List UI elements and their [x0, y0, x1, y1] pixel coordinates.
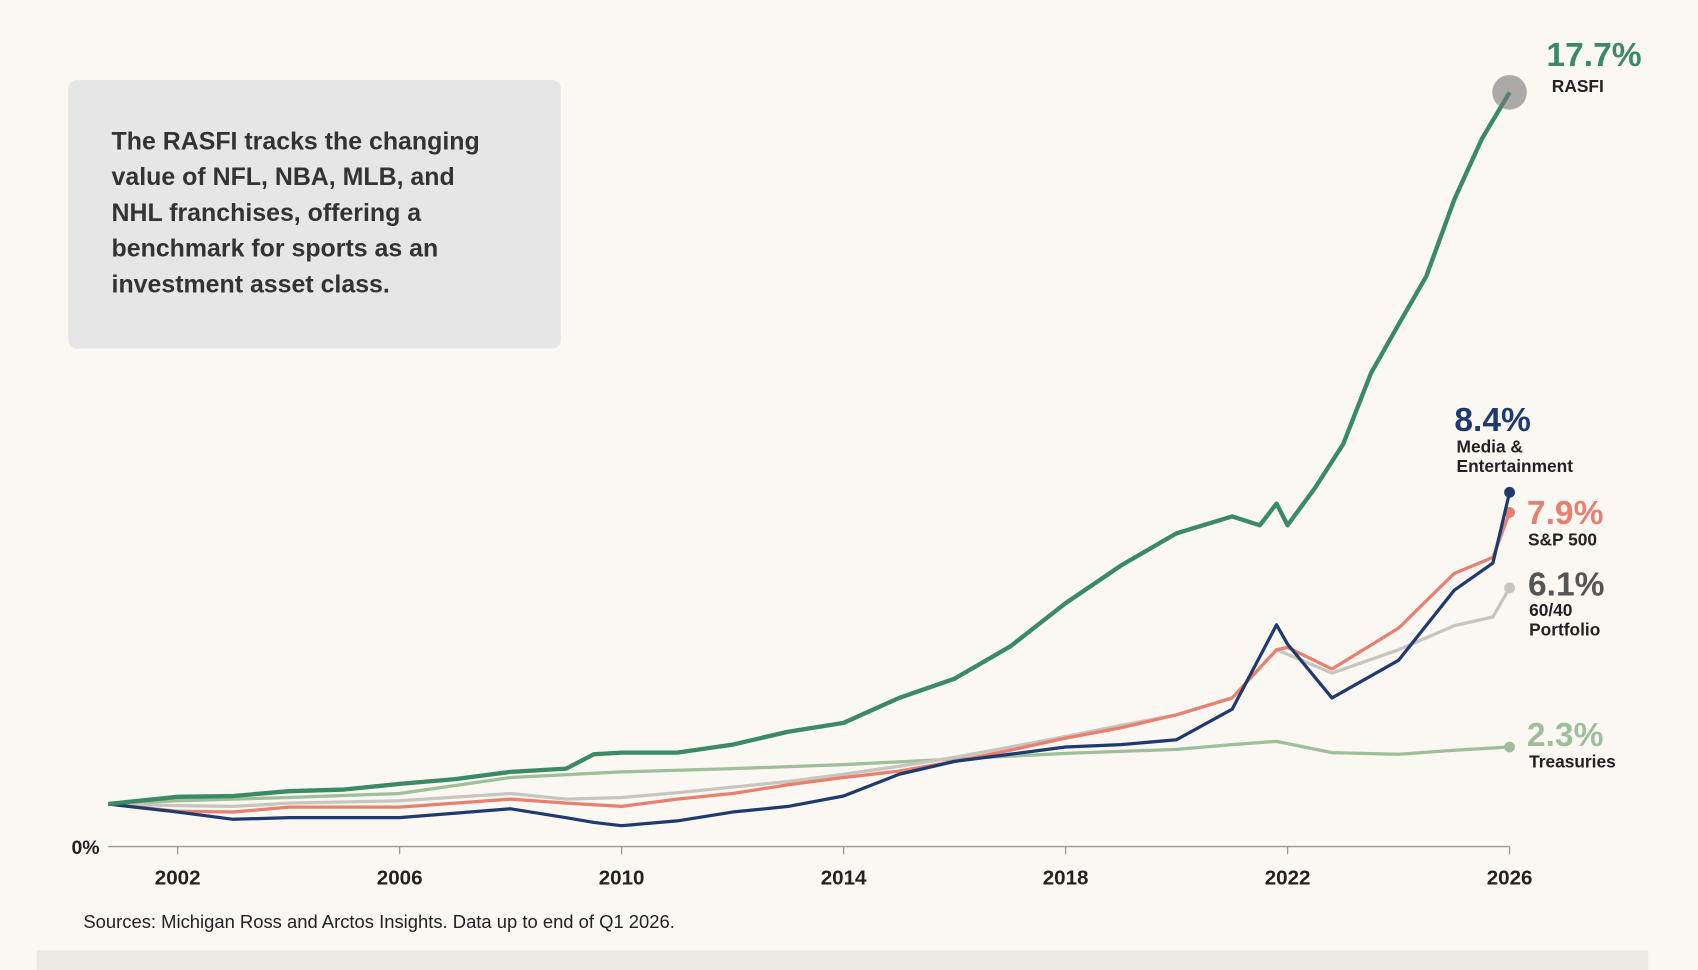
series-line — [108, 91, 1512, 807]
legend-label: Media & Entertainment — [1456, 438, 1574, 477]
end-dot — [1504, 741, 1515, 753]
decor-strip — [36, 950, 1649, 970]
end-label: 2.3% — [1526, 715, 1604, 754]
description: The RASFI tracks the changing value of N… — [111, 126, 480, 298]
series-line — [108, 739, 1510, 806]
x-tick-label: 2026 — [1487, 866, 1533, 889]
info-box: The RASFI tracks the changing value of N… — [68, 80, 561, 349]
series-line — [108, 491, 1512, 828]
end-dot — [1504, 582, 1515, 594]
x-tick-label: 2002 — [155, 866, 201, 889]
series-line — [108, 587, 1511, 809]
end-label: 17.7% — [1546, 35, 1642, 74]
source-note: Sources: Michigan Ross and Arctos Insigh… — [83, 911, 675, 933]
end-dot — [1504, 486, 1515, 498]
y-tick-label: 0% — [71, 837, 99, 859]
x-tick-label: 2010 — [599, 866, 645, 889]
end-label: 8.4% — [1454, 400, 1531, 439]
x-tick-label: 2014 — [821, 866, 867, 889]
x-tick-label: 2006 — [377, 866, 423, 889]
legend-label: S&P 500 — [1527, 531, 1598, 550]
x-tick-label: 2018 — [1043, 866, 1089, 889]
legend-label: Treasuries — [1529, 753, 1616, 772]
end-label: 7.9% — [1526, 493, 1604, 532]
legend-label: 60/40 Portfolio — [1529, 601, 1601, 640]
end-label: 6.1% — [1527, 565, 1605, 604]
x-tick-label: 2022 — [1265, 866, 1311, 889]
legend-label: RASFI — [1551, 77, 1604, 97]
end-dot — [1492, 74, 1527, 110]
